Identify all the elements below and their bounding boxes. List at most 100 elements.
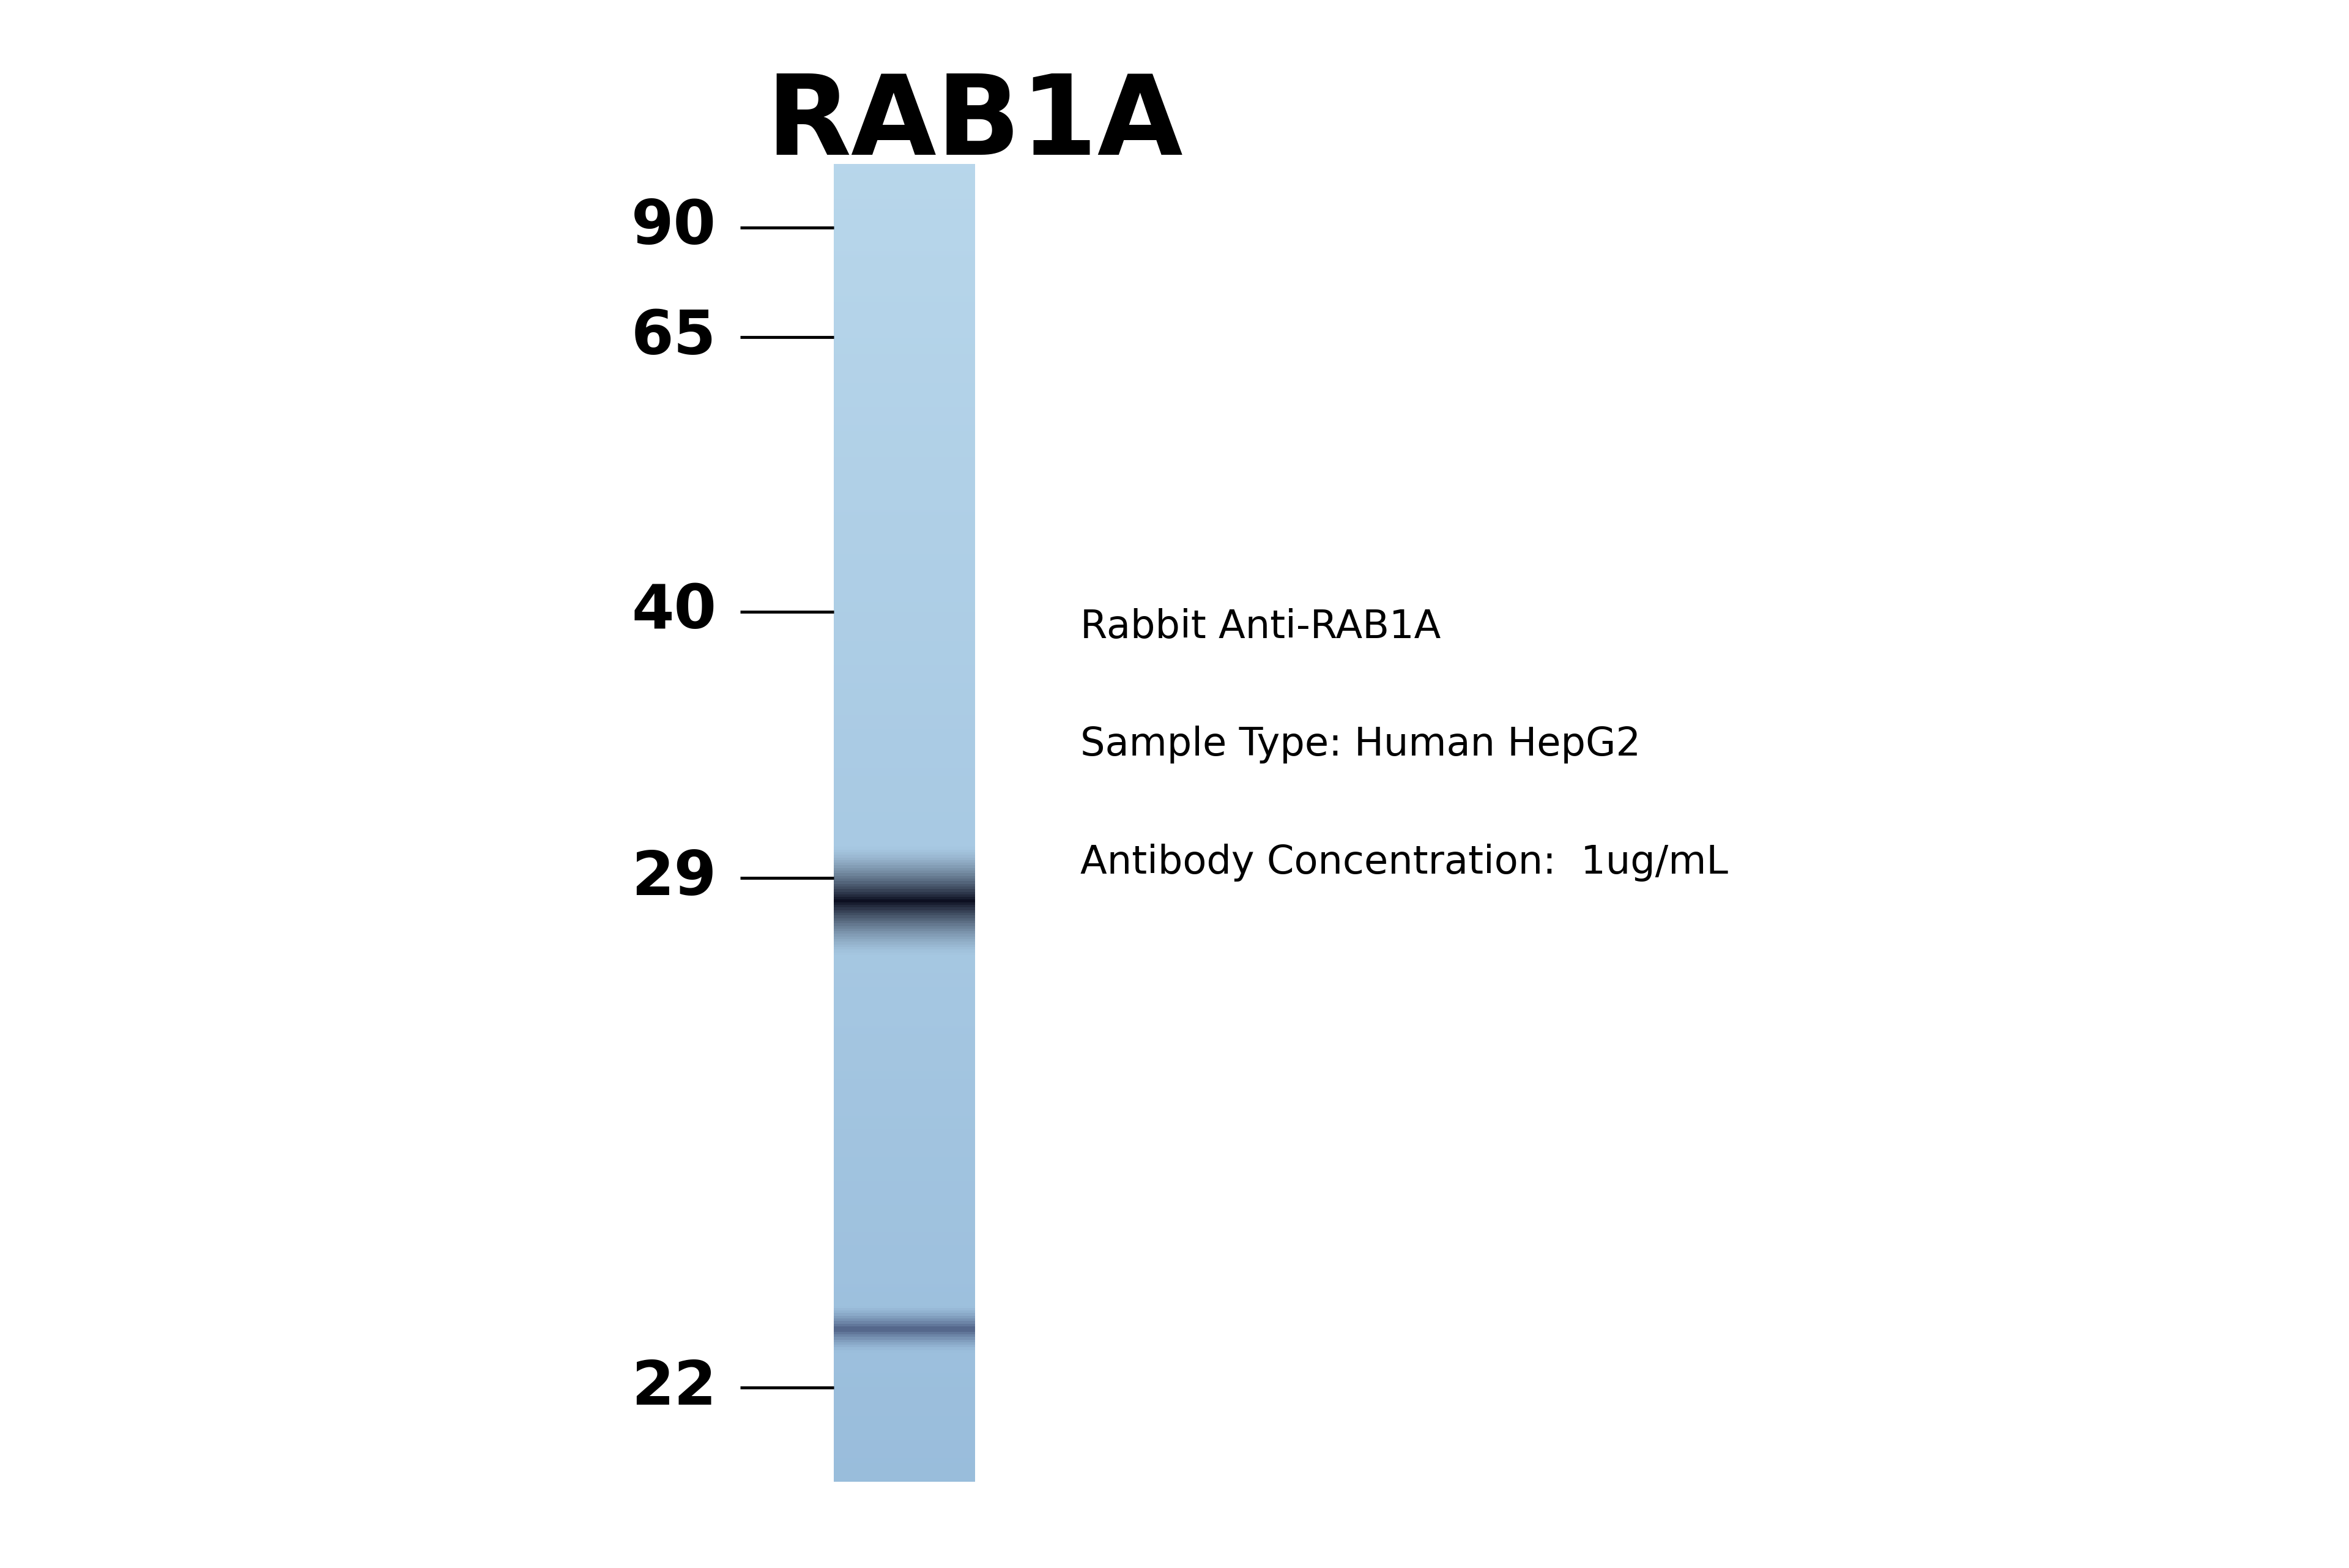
Bar xyxy=(834,938,975,942)
Bar xyxy=(834,1300,975,1303)
Bar xyxy=(834,320,975,323)
Bar xyxy=(834,917,975,920)
Bar xyxy=(834,409,975,412)
Bar xyxy=(834,809,975,812)
Bar xyxy=(834,398,975,401)
Bar xyxy=(834,267,975,270)
Bar xyxy=(834,1424,975,1427)
Bar xyxy=(834,1033,975,1036)
Bar xyxy=(834,1452,975,1455)
Bar xyxy=(834,856,975,861)
Bar xyxy=(834,770,975,773)
Bar xyxy=(834,270,975,273)
Bar xyxy=(834,659,975,663)
Bar xyxy=(834,1234,975,1237)
Bar xyxy=(834,472,975,475)
Bar xyxy=(834,1131,975,1134)
Bar xyxy=(834,274,975,278)
Bar xyxy=(834,859,975,862)
Bar xyxy=(834,971,975,974)
Bar xyxy=(834,1410,975,1413)
Bar xyxy=(834,1475,975,1479)
Bar xyxy=(834,1341,975,1345)
Bar xyxy=(834,522,975,525)
Bar xyxy=(834,1123,975,1126)
Bar xyxy=(834,1447,975,1450)
Bar xyxy=(834,902,975,905)
Bar xyxy=(834,475,975,478)
Bar xyxy=(834,964,975,967)
Bar xyxy=(834,359,975,362)
Bar xyxy=(834,243,975,246)
Bar xyxy=(834,1468,975,1471)
Bar xyxy=(834,649,975,652)
Bar xyxy=(834,922,975,927)
Bar xyxy=(834,717,975,720)
Bar xyxy=(834,309,975,312)
Bar xyxy=(834,364,975,367)
Bar xyxy=(834,1217,975,1221)
Bar xyxy=(834,1339,975,1342)
Bar xyxy=(834,1258,975,1261)
Bar xyxy=(834,588,975,591)
Bar xyxy=(834,1073,975,1076)
Bar xyxy=(834,1088,975,1091)
Bar xyxy=(834,180,975,183)
Bar xyxy=(834,878,975,881)
Bar xyxy=(834,840,975,844)
Bar xyxy=(834,332,975,336)
Bar xyxy=(834,1471,975,1474)
Bar xyxy=(834,1223,975,1226)
Bar xyxy=(834,1281,975,1284)
Bar xyxy=(834,263,975,268)
Bar xyxy=(834,448,975,452)
Bar xyxy=(834,312,975,315)
Bar xyxy=(834,583,975,586)
Bar xyxy=(834,748,975,753)
Bar xyxy=(834,1196,975,1200)
Bar xyxy=(834,798,975,803)
Bar xyxy=(834,591,975,594)
Bar xyxy=(834,220,975,223)
Bar xyxy=(834,851,975,855)
Bar xyxy=(834,1065,975,1068)
Bar xyxy=(834,190,975,193)
Bar xyxy=(834,781,975,784)
Bar xyxy=(834,1301,975,1305)
Bar xyxy=(834,469,975,474)
Bar xyxy=(834,1149,975,1152)
Bar xyxy=(834,321,975,325)
Bar xyxy=(834,894,975,897)
Bar xyxy=(834,1192,975,1195)
Bar xyxy=(834,913,975,916)
Bar xyxy=(834,1157,975,1160)
Bar xyxy=(834,978,975,982)
Text: 29: 29 xyxy=(632,848,716,908)
Bar xyxy=(834,585,975,588)
Bar xyxy=(834,492,975,497)
Bar xyxy=(834,949,975,952)
Bar xyxy=(834,670,975,673)
Bar xyxy=(834,456,975,459)
Bar xyxy=(834,657,975,660)
Bar xyxy=(834,607,975,610)
Bar xyxy=(834,1347,975,1350)
Bar xyxy=(834,1178,975,1181)
Bar xyxy=(834,593,975,597)
Bar xyxy=(834,782,975,786)
Bar xyxy=(834,560,975,563)
Bar xyxy=(834,1018,975,1021)
Bar xyxy=(834,172,975,176)
Bar xyxy=(834,963,975,966)
Bar xyxy=(834,1162,975,1165)
Bar xyxy=(834,166,975,169)
Bar xyxy=(834,401,975,405)
Bar xyxy=(834,773,975,776)
Bar xyxy=(834,353,975,358)
Bar xyxy=(834,723,975,726)
Bar xyxy=(834,1107,975,1110)
Bar xyxy=(834,550,975,555)
Bar xyxy=(834,1049,975,1052)
Bar xyxy=(834,1060,975,1063)
Bar xyxy=(834,677,975,681)
